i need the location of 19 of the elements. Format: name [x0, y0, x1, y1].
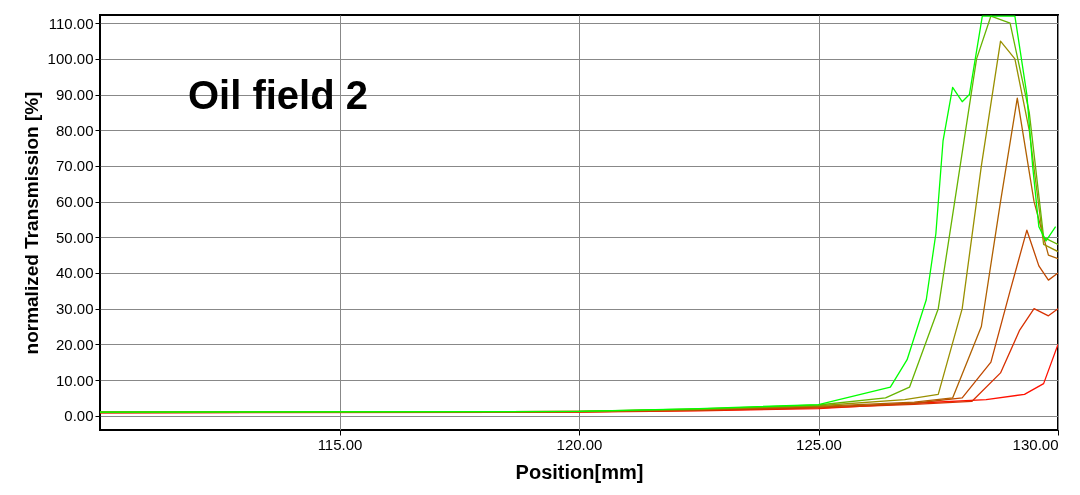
y-tick-label: 60.00: [55, 193, 94, 211]
x-tick-label: 115.00: [317, 435, 363, 453]
y-tick-label: 0.00: [64, 407, 94, 425]
y-tick-label: 80.00: [55, 121, 94, 139]
y-tick-label: 100.00: [47, 50, 94, 68]
x-tick-label: 120.00: [556, 435, 603, 453]
x-tick-label: 125.00: [796, 435, 842, 453]
y-tick-label: 10.00: [55, 371, 94, 389]
y-tick-label: 110.00: [48, 14, 94, 32]
y-tick-label: 20.00: [55, 335, 94, 353]
annotation: Oil field 2: [187, 73, 369, 117]
y-tick-label: 70.00: [55, 157, 94, 175]
x-axis-title: Position[mm]: [515, 460, 644, 483]
y-tick-label: 90.00: [55, 86, 94, 104]
x-tick-label: 130.00: [1012, 435, 1059, 453]
y-tick-label: 40.00: [55, 264, 94, 282]
y-axis-title: normalized Transmission [%]: [20, 91, 42, 355]
y-tick-label: 50.00: [55, 228, 94, 246]
y-tick-label: 30.00: [55, 300, 94, 318]
